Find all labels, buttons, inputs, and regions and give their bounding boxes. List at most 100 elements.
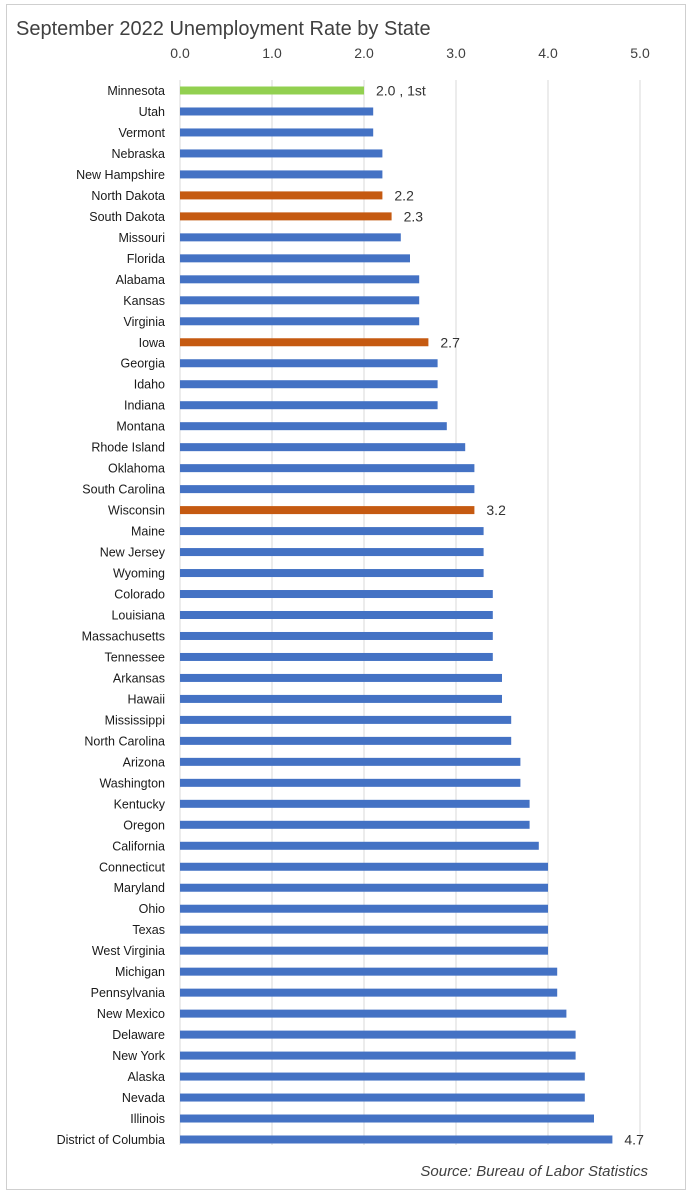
category-label: Indiana xyxy=(124,399,165,413)
bar xyxy=(180,191,383,200)
category-label: Missouri xyxy=(118,231,165,245)
bar xyxy=(180,988,558,997)
bar xyxy=(180,631,493,640)
category-label: Arkansas xyxy=(113,671,165,685)
category-label: New Hampshire xyxy=(76,168,165,182)
category-label: Nebraska xyxy=(112,147,166,161)
category-label: Pennsylvania xyxy=(91,986,165,1000)
bar xyxy=(180,611,493,619)
category-label: Mississippi xyxy=(105,713,165,727)
category-label: Arizona xyxy=(123,755,165,769)
bar xyxy=(180,1072,585,1081)
data-label: 4.7 xyxy=(624,1132,644,1148)
category-label: Vermont xyxy=(118,126,165,140)
category-label: Florida xyxy=(127,252,165,266)
category-label: Hawaii xyxy=(127,692,165,706)
category-label: Illinois xyxy=(130,1112,165,1126)
category-label: Kansas xyxy=(123,294,165,308)
bar xyxy=(180,548,484,557)
bar xyxy=(180,86,364,95)
bar xyxy=(180,778,521,787)
category-label: New York xyxy=(112,1049,166,1063)
category-label: Utah xyxy=(139,105,165,119)
category-label: Delaware xyxy=(112,1028,165,1042)
bar xyxy=(180,422,447,431)
bar xyxy=(180,652,493,661)
category-label: North Carolina xyxy=(84,734,165,748)
bar xyxy=(180,590,493,599)
category-label: Minnesota xyxy=(107,84,165,98)
bar xyxy=(180,569,484,578)
x-tick-label: 1.0 xyxy=(262,45,282,61)
bar xyxy=(180,275,420,284)
category-label: Texas xyxy=(132,923,165,937)
category-label: District of Columbia xyxy=(57,1133,165,1147)
category-label: Washington xyxy=(99,776,165,790)
bar xyxy=(180,401,438,410)
category-label: Louisiana xyxy=(111,609,165,623)
category-label: Kentucky xyxy=(114,797,166,811)
bar xyxy=(180,128,374,137)
data-label: 2.2 xyxy=(394,187,414,203)
bar-chart: 0.0 1.0 2.0 3.0 4.0 5.0 Minnesota 2.0 , 1st Utah… xyxy=(57,45,650,1148)
data-label: 2.3 xyxy=(404,208,424,224)
category-label: Wisconsin xyxy=(108,504,165,518)
bar xyxy=(180,967,558,976)
bar xyxy=(180,1051,576,1060)
bar xyxy=(180,380,438,389)
bar xyxy=(180,527,484,536)
bar xyxy=(180,715,512,724)
bar xyxy=(180,799,530,808)
category-label: Virginia xyxy=(124,315,166,329)
bar xyxy=(180,464,475,473)
bar xyxy=(180,673,502,682)
bar xyxy=(180,862,548,871)
chart-source: Source: Bureau of Labor Statistics xyxy=(420,1163,648,1180)
bar xyxy=(180,904,548,913)
bar xyxy=(180,254,410,263)
bar xyxy=(180,841,539,850)
x-tick-label: 2.0 xyxy=(354,45,374,61)
category-label: Tennessee xyxy=(105,650,166,664)
category-label: Connecticut xyxy=(99,860,166,874)
x-tick-label: 4.0 xyxy=(538,45,558,61)
bar xyxy=(180,820,530,829)
bar xyxy=(180,1135,613,1144)
x-tick-label: 5.0 xyxy=(630,45,650,61)
category-label: Idaho xyxy=(134,378,165,392)
category-label: Montana xyxy=(116,420,165,434)
bar xyxy=(180,1114,594,1123)
data-label: 2.7 xyxy=(440,334,460,350)
category-label: North Dakota xyxy=(91,189,165,203)
category-label: Maine xyxy=(131,525,165,539)
bar xyxy=(180,443,466,452)
bar xyxy=(180,296,420,305)
bar xyxy=(180,946,548,955)
x-tick-label: 3.0 xyxy=(446,45,466,61)
category-label: Maryland xyxy=(114,881,165,895)
bar xyxy=(180,883,548,892)
category-label: Massachusetts xyxy=(82,629,165,643)
bar xyxy=(180,170,383,179)
bar xyxy=(180,1093,585,1102)
chart-title: September 2022 Unemployment Rate by Stat… xyxy=(16,18,431,40)
category-label: Wyoming xyxy=(113,567,165,581)
bar xyxy=(180,736,512,745)
bar xyxy=(180,757,521,766)
bar xyxy=(180,149,383,158)
category-label: Nevada xyxy=(122,1091,165,1105)
category-label: Alaska xyxy=(127,1070,165,1084)
category-label: Ohio xyxy=(139,902,165,916)
bar xyxy=(180,925,548,934)
category-label: Oklahoma xyxy=(108,462,165,476)
bar xyxy=(180,233,401,242)
category-label: West Virginia xyxy=(92,944,165,958)
bar xyxy=(180,1009,567,1018)
category-label: New Mexico xyxy=(97,1007,165,1021)
category-label: Alabama xyxy=(116,273,165,287)
bar xyxy=(180,485,475,494)
category-label: South Carolina xyxy=(82,483,165,497)
category-label: Georgia xyxy=(121,357,166,371)
category-label: South Dakota xyxy=(89,210,165,224)
bar xyxy=(180,1030,576,1039)
